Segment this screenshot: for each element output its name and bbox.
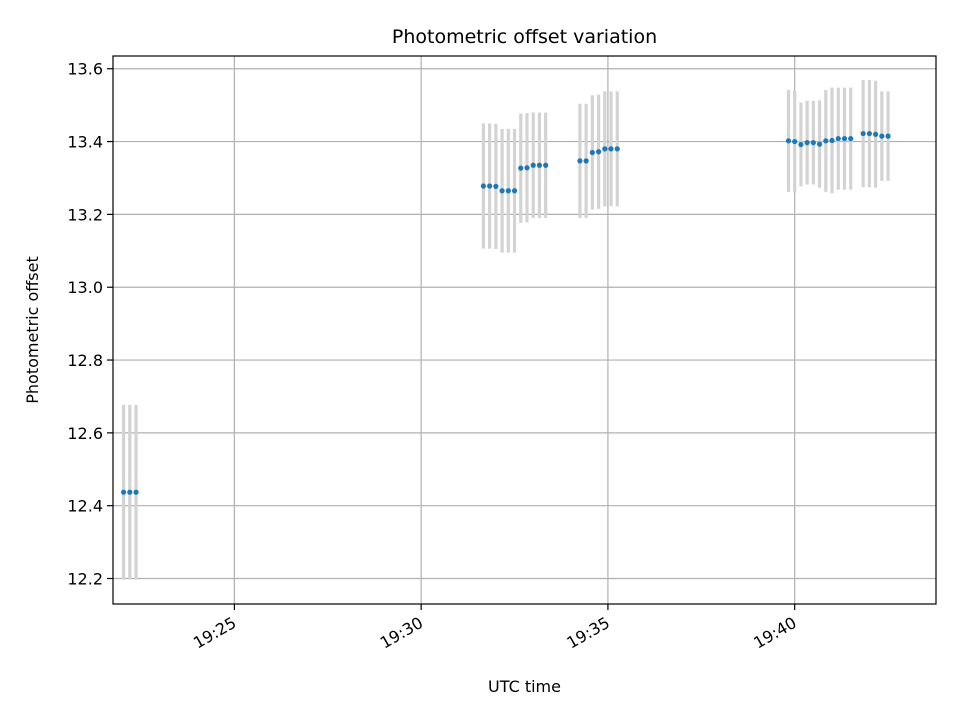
data-point [518,165,524,171]
grid-layer [113,56,936,604]
data-point [589,149,595,156]
y-tick-label: 12.8 [67,351,103,370]
data-point [798,141,804,148]
data-point [577,158,583,164]
data-point [810,140,816,146]
data-point [792,138,798,145]
data-point [133,489,139,495]
data-point [873,131,879,137]
data-point [524,165,530,171]
data-point [505,188,511,194]
data-point [879,133,885,139]
data-point [583,158,589,164]
data-point [785,138,792,144]
data-point [480,183,487,189]
data-point [543,162,549,168]
data-point [493,183,499,189]
data-point [866,130,872,137]
plot-frame [112,55,937,605]
data-point [860,130,866,137]
data-point [823,138,829,144]
data-point [841,136,848,142]
data-point [499,188,505,194]
y-tick-label: 13.4 [67,133,103,152]
x-axis-label: UTC time [488,677,561,696]
data-point [835,136,841,142]
y-tick-label: 12.4 [67,497,103,516]
data-point [127,489,133,495]
y-tick-label: 12.6 [67,424,103,443]
data-point [536,162,543,168]
chart-title: Photometric offset variation [392,26,657,48]
y-tick-label: 13.2 [67,205,103,224]
data-point [602,146,608,152]
data-point [829,137,835,144]
data-point [885,133,891,139]
data-point [848,136,854,142]
data-point [614,146,620,152]
data-point [608,146,614,152]
data-point [595,149,602,155]
data-point [120,489,127,495]
data-point [487,183,493,189]
data-layer [120,80,891,580]
y-axis-label: Photometric offset [23,256,42,404]
data-point [530,162,536,168]
data-point [816,141,823,147]
data-point [511,188,518,194]
y-tick-label: 13.6 [67,60,103,79]
y-tick-label: 12.2 [67,570,103,589]
y-tick-label: 13.0 [67,278,103,297]
data-point [804,140,810,146]
